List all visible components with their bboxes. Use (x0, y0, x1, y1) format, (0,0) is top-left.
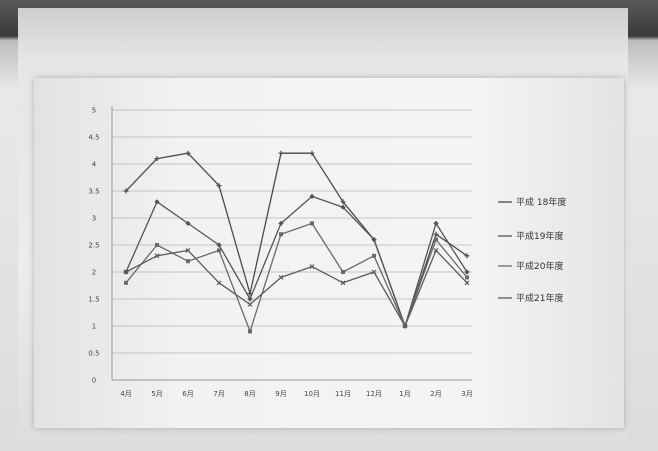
data-point (154, 253, 160, 259)
data-point (340, 280, 346, 286)
x-tick-label: 9月 (275, 390, 286, 398)
y-tick-label: 0.5 (88, 350, 99, 358)
data-point (341, 270, 345, 274)
data-point (465, 275, 469, 280)
data-point (464, 280, 470, 286)
x-axis: 4月 5月 6月 7月 8月 9月 10月 11月 12月 1月 2月 3月 (112, 379, 473, 398)
legend-label: 平成20年度 (516, 260, 563, 272)
data-point (185, 150, 191, 156)
data-point (434, 237, 438, 242)
y-tick-label: 2 (92, 269, 96, 277)
data-point (310, 221, 314, 226)
data-point (124, 280, 128, 285)
y-axis: 5 4.5 4 3.5 3 2.5 2 1.5 1 0.5 0 (88, 106, 113, 385)
data-point (185, 220, 191, 226)
series-line (125, 195, 468, 327)
x-tick-label: 1月 (399, 390, 410, 398)
chart-paper (34, 78, 624, 428)
y-tick-label: 2.5 (88, 242, 99, 250)
legend-label: 平成 18年度 (516, 196, 566, 208)
y-tick-label: 1.5 (88, 296, 99, 304)
y-tick-label: 3.5 (88, 188, 99, 196)
x-tick-label: 7月 (213, 390, 224, 398)
data-point (123, 269, 129, 275)
data-point (247, 301, 253, 307)
data-point (154, 199, 160, 205)
data-point (123, 188, 129, 194)
data-point (248, 329, 252, 334)
x-tick-label: 10月 (304, 390, 320, 398)
series-line (125, 222, 468, 333)
data-point (278, 220, 284, 226)
grid-lines (112, 109, 472, 381)
data-point (433, 220, 439, 226)
y-tick-label: 5 (92, 107, 96, 115)
data-point (371, 269, 377, 275)
x-tick-label: 3月 (461, 390, 472, 398)
x-tick-label: 12月 (366, 390, 382, 398)
data-point (371, 237, 377, 243)
data-point (217, 248, 221, 253)
data-point (216, 280, 222, 286)
data-point (340, 204, 346, 210)
data-point (278, 274, 284, 280)
x-tick-label: 8月 (244, 390, 255, 398)
data-point (186, 259, 190, 264)
data-point (464, 253, 470, 259)
x-tick-label: 5月 (151, 390, 162, 398)
x-tick-label: 11月 (335, 390, 351, 398)
data-point (185, 247, 191, 253)
data-point (279, 232, 283, 237)
y-tick-label: 4.5 (88, 134, 99, 142)
data-point (433, 231, 439, 237)
data-point (309, 264, 315, 270)
y-tick-label: 3 (92, 215, 96, 223)
data-point (433, 247, 439, 253)
data-point (309, 193, 315, 199)
y-tick-label: 4 (92, 161, 97, 169)
data-point (216, 183, 222, 189)
y-tick-label: 1 (92, 323, 96, 331)
data-point (247, 296, 253, 302)
data-point (372, 253, 376, 258)
data-point (278, 150, 284, 156)
y-tick-label: 0 (92, 377, 96, 385)
data-point (340, 199, 346, 205)
series-group (123, 150, 470, 334)
data-point (154, 156, 160, 162)
legend-label: 平成19年度 (516, 230, 563, 242)
legend-label: 平成21年度 (516, 292, 563, 304)
data-point (464, 269, 470, 275)
data-point (402, 323, 408, 329)
x-tick-label: 6月 (182, 390, 193, 398)
x-tick-label: 2月 (430, 390, 441, 398)
series-line (125, 249, 468, 327)
data-point (155, 243, 159, 247)
x-tick-label: 4月 (120, 390, 131, 398)
data-point (216, 242, 222, 248)
data-point (309, 150, 315, 156)
